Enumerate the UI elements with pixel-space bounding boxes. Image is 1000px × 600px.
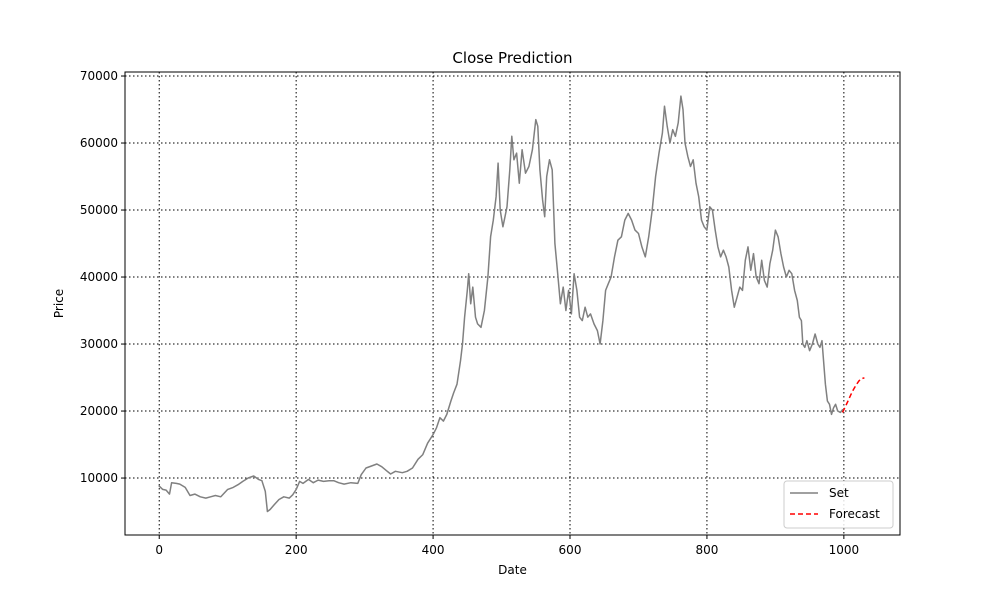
y-tick-label: 40000	[80, 270, 118, 284]
legend-label-set: Set	[829, 486, 849, 500]
series-line-forecast	[841, 377, 865, 413]
x-axis-label: Date	[498, 563, 527, 577]
y-tick-label: 50000	[80, 203, 118, 217]
legend: Set Forecast	[783, 480, 894, 529]
ticks: 0 200 400 600 800 1000 10000 20000 30000 40000 500…	[80, 69, 859, 557]
y-tick-label: 30000	[80, 337, 118, 351]
x-tick-label: 200	[285, 543, 308, 557]
plot-frame	[124, 71, 901, 536]
x-tick-label: 1000	[829, 543, 860, 557]
y-tick-label: 70000	[80, 69, 118, 83]
x-tick-label: 600	[559, 543, 582, 557]
legend-label-forecast: Forecast	[829, 507, 880, 521]
grid	[125, 72, 900, 535]
series-line-set	[158, 95, 844, 513]
x-tick-label: 400	[422, 543, 445, 557]
series-layer	[158, 95, 865, 513]
y-axis-label: Price	[52, 289, 66, 318]
y-tick-label: 20000	[80, 404, 118, 418]
x-tick-label: 800	[695, 543, 718, 557]
y-tick-label: 60000	[80, 136, 118, 150]
y-tick-label: 10000	[80, 471, 118, 485]
x-tick-label: 0	[155, 543, 163, 557]
chart-title: Close Prediction	[452, 49, 572, 67]
